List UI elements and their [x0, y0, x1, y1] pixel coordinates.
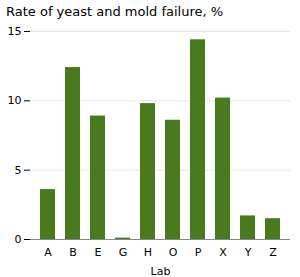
svg-text:0: 0: [15, 233, 22, 246]
svg-text:E: E: [95, 246, 102, 259]
svg-text:15: 15: [8, 25, 22, 38]
svg-text:5: 5: [15, 164, 22, 177]
svg-text:Lab: Lab: [151, 265, 171, 277]
svg-text:G: G: [119, 246, 128, 259]
svg-text:P: P: [195, 246, 202, 259]
svg-text:B: B: [69, 246, 77, 259]
svg-text:A: A: [44, 246, 52, 259]
html-text:Rate of yeast and mold failure: Rate of yeast and mold failure, %: [6, 4, 224, 19]
svg-text:Z: Z: [269, 246, 277, 259]
svg-text:H: H: [144, 246, 152, 259]
svg-text:10: 10: [8, 94, 22, 107]
svg-text:X: X: [219, 246, 227, 259]
svg-text:Y: Y: [244, 246, 252, 259]
svg-text:O: O: [169, 246, 178, 259]
